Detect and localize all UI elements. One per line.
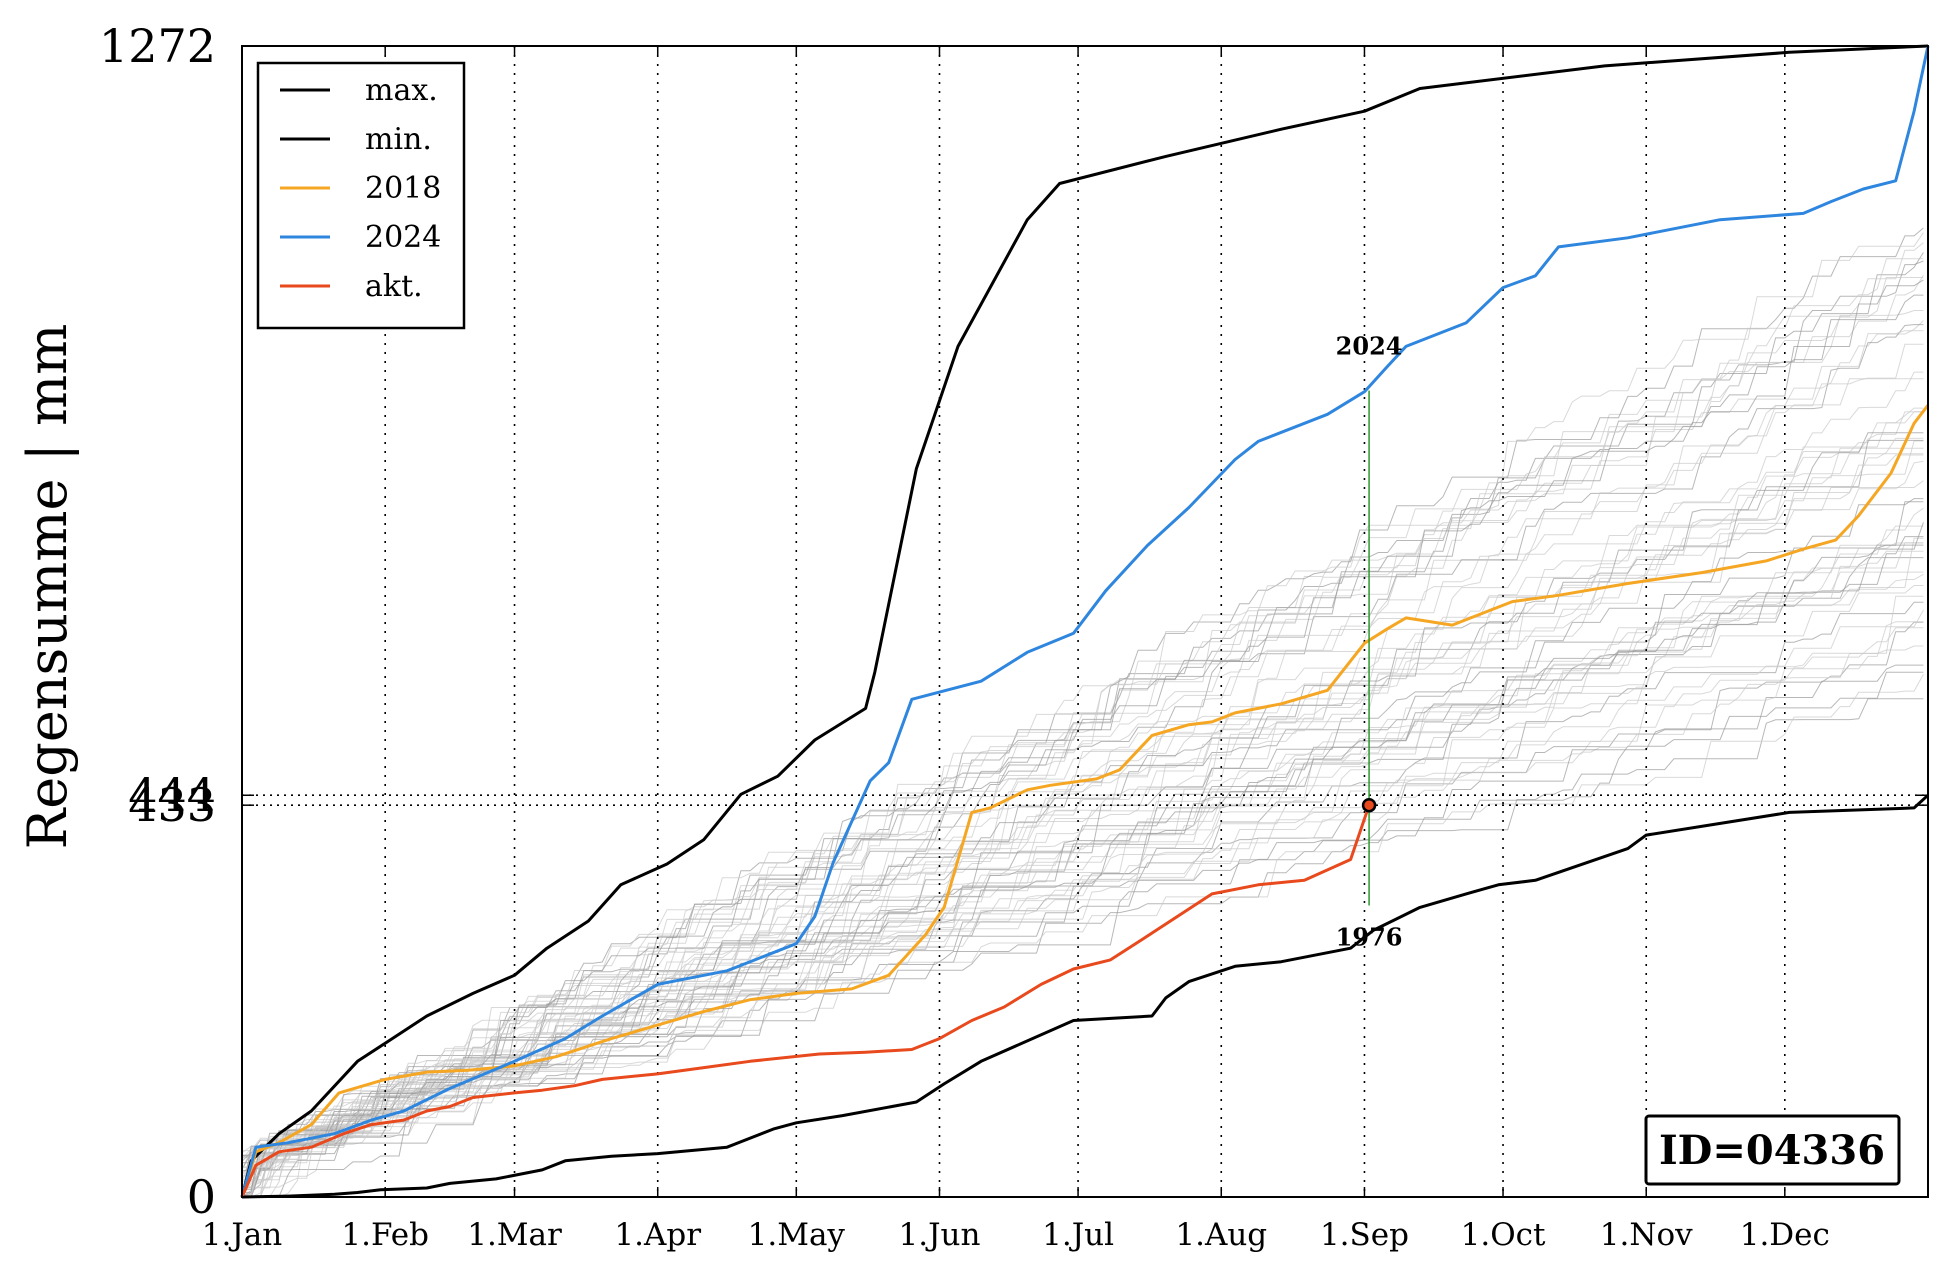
background-year-line [242, 621, 1924, 1198]
current-value-marker [1361, 797, 1377, 813]
annotation-label: 2024 [1336, 332, 1403, 361]
background-year-line [241, 242, 1924, 1174]
background-year-line [242, 277, 1924, 1198]
id-box-frame [1644, 1114, 1901, 1186]
background-year-line [242, 536, 1924, 1190]
background-year-line [242, 550, 1924, 1181]
background-year-line [241, 480, 1924, 1198]
background-year-lines [241, 227, 1924, 1198]
y-tick-label: 444 [128, 768, 216, 822]
x-tick-label: 1.May [748, 1217, 846, 1253]
series-line-akt [240, 804, 1371, 1198]
background-year-line [241, 294, 1924, 1197]
station-id-label: ID=04336 [1659, 1127, 1885, 1174]
background-year-line [242, 258, 1924, 1164]
background-year-line [242, 378, 1924, 1158]
background-year-line [242, 621, 1924, 1198]
background-year-line [241, 453, 1924, 1198]
x-tick-label: 1.Apr [614, 1217, 701, 1253]
background-year-line [242, 537, 1924, 1177]
series-lines [240, 44, 1930, 1199]
background-year-line [242, 544, 1924, 1198]
background-year-line [242, 371, 1924, 1177]
annotation-label: 1976 [1336, 923, 1403, 952]
legend-label: max. [365, 73, 438, 108]
background-year-line [242, 664, 1924, 1198]
annotations: 2024 1976 [1336, 332, 1403, 952]
legend-label: akt. [365, 269, 423, 304]
station-id-box: ID=04336 [1644, 1114, 1901, 1186]
series-line-2018 [240, 404, 1930, 1198]
background-year-line [242, 609, 1924, 1189]
background-year-line [241, 645, 1924, 1198]
series-line-max [240, 44, 1929, 1198]
background-year-line [242, 439, 1924, 1198]
y-tick-label: 433 [128, 778, 216, 832]
background-year-line [242, 595, 1924, 1188]
legend-box [256, 61, 466, 330]
legend-label: 2018 [365, 171, 441, 206]
series-line-2024 [240, 45, 1930, 1198]
x-tick-label: 1.Jun [899, 1217, 981, 1253]
series-line-min [241, 794, 1930, 1199]
x-tick-label: 1.Aug [1175, 1217, 1267, 1253]
background-year-line [242, 279, 1924, 1171]
background-year-line [241, 498, 1924, 1198]
plot-frame [241, 45, 1929, 1198]
x-axis-ticks: 1.Jan 1.Feb 1.Mar 1.Apr 1.May 1.Jun 1.Jul 1.Aug… [202, 46, 1830, 1253]
x-tick-label: 1.Jan [202, 1217, 282, 1253]
x-tick-label: 1.Jul [1042, 1217, 1114, 1253]
background-year-line [242, 522, 1924, 1164]
grid-lines [384, 46, 1786, 1197]
legend-label: min. [365, 122, 432, 157]
legend-label: 2024 [365, 220, 441, 255]
x-tick-label: 1.Feb [341, 1217, 429, 1253]
reference-lines [242, 794, 1928, 806]
background-year-line [242, 320, 1924, 1157]
background-year-line [242, 698, 1924, 1156]
x-tick-label: 1.Mar [467, 1217, 562, 1253]
background-year-line [241, 542, 1924, 1198]
x-tick-label: 1.Sep [1320, 1217, 1409, 1253]
legend: max. min. 2018 2024 akt. [256, 61, 466, 330]
background-year-line [242, 343, 1924, 1152]
y-tick-label: 1272 [99, 19, 216, 73]
x-tick-label: 1.Oct [1461, 1217, 1546, 1253]
background-year-line [242, 673, 1924, 1198]
x-tick-label: 1.Nov [1600, 1217, 1693, 1253]
y-axis-label: Regensumme | mm [16, 324, 79, 850]
y-tick-label: 0 [187, 1170, 216, 1224]
x-tick-label: 1.Dec [1740, 1217, 1830, 1253]
background-year-line [241, 557, 1924, 1198]
background-year-line [241, 437, 1924, 1198]
